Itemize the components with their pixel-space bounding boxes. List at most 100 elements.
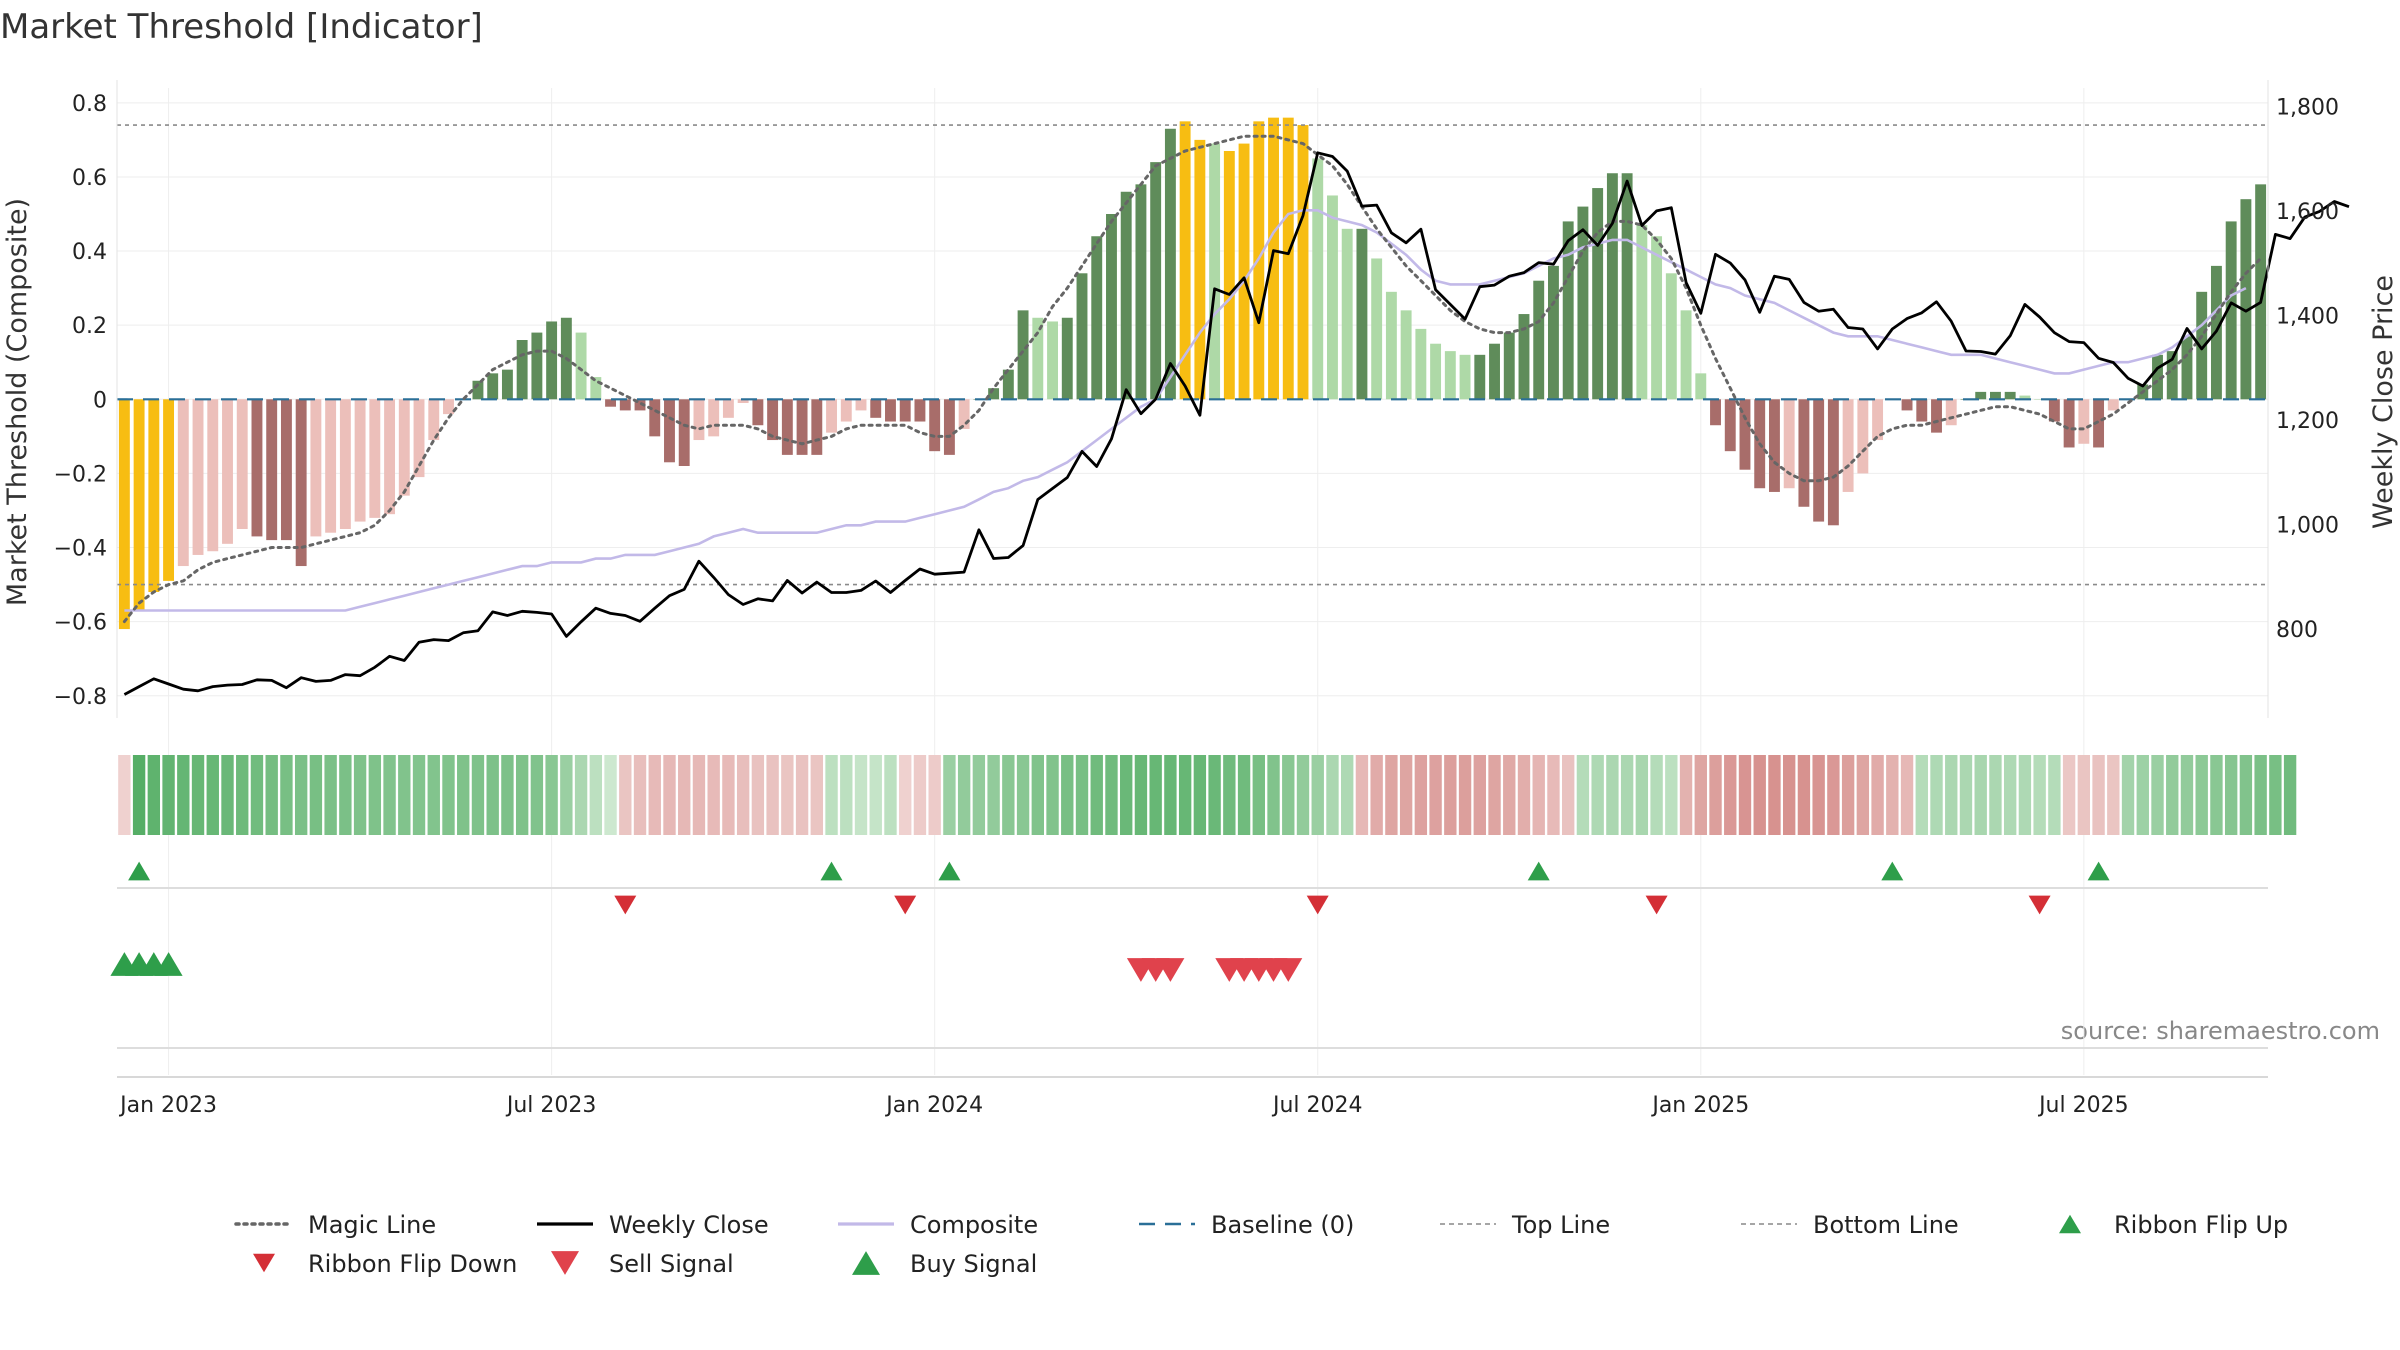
composite-bar-144 xyxy=(2240,199,2252,400)
y2-tick-label-2: 1,400 xyxy=(2276,304,2339,329)
ribbon-cell-113 xyxy=(1782,755,1796,835)
composite-bar-32 xyxy=(590,377,602,400)
ribbon-cell-88 xyxy=(1414,755,1428,835)
composite-bar-116 xyxy=(1827,399,1839,526)
ribbon-cell-50 xyxy=(854,755,868,835)
ribbon-cell-101 xyxy=(1606,755,1619,835)
ribbon-cell-86 xyxy=(1385,755,1398,835)
composite-line xyxy=(124,209,2247,612)
composite-bar-132 xyxy=(2063,399,2075,448)
ribbon-cell-70 xyxy=(1149,755,1162,835)
x-tick-label-4: Jan 2025 xyxy=(1650,1093,1749,1118)
composite-bar-19 xyxy=(398,399,410,496)
legend-marker-7 xyxy=(253,1253,275,1273)
legend-label-3: Baseline (0) xyxy=(1211,1211,1354,1239)
ribbon-cell-53 xyxy=(899,755,912,835)
source-note: source: sharemaestro.com xyxy=(2061,1017,2380,1045)
y2-tick-label-5: 800 xyxy=(2276,618,2318,643)
ribbon-cell-141 xyxy=(2195,755,2208,835)
composite-bar-21 xyxy=(428,399,440,441)
composite-bar-100 xyxy=(1592,188,1604,400)
ribbon-flip-down-marker-1 xyxy=(894,895,917,915)
y2-tick-label-0: 1,800 xyxy=(2276,95,2339,120)
composite-bar-103 xyxy=(1636,225,1648,400)
composite-bar-36 xyxy=(649,399,661,437)
composite-bar-39 xyxy=(693,399,705,441)
ribbon-cell-60 xyxy=(1002,755,1015,835)
ribbon-cell-131 xyxy=(2048,755,2061,835)
composite-bar-56 xyxy=(943,399,955,455)
composite-bar-9 xyxy=(251,399,263,537)
composite-bar-51 xyxy=(870,399,882,418)
ribbon-cell-13 xyxy=(309,755,323,835)
composite-bar-3 xyxy=(163,399,175,581)
ribbon-cell-82 xyxy=(1326,755,1339,835)
ribbon-cell-103 xyxy=(1635,755,1649,835)
composite-bar-18 xyxy=(384,399,396,515)
composite-bar-24 xyxy=(472,380,484,400)
sell-signal-marker-2 xyxy=(1156,958,1185,982)
legend-symbol-9 xyxy=(852,1251,880,1275)
ribbon-cell-89 xyxy=(1429,755,1442,835)
composite-bar-124 xyxy=(1945,399,1957,426)
ribbon-cell-19 xyxy=(398,755,411,835)
ribbon-cell-72 xyxy=(1178,755,1192,835)
signal-markers xyxy=(110,861,2268,1049)
ribbon-cell-119 xyxy=(1871,755,1884,835)
ribbon-cell-84 xyxy=(1355,755,1369,835)
ribbon-cell-144 xyxy=(2239,755,2253,835)
ribbon-cell-98 xyxy=(1562,755,1575,835)
ribbon-cell-0 xyxy=(118,755,131,835)
composite-bar-27 xyxy=(516,340,528,400)
composite-bar-0 xyxy=(118,399,130,630)
composite-bar-102 xyxy=(1621,173,1633,400)
composite-bar-123 xyxy=(1931,399,1942,433)
composite-bar-48 xyxy=(826,399,837,433)
composite-bar-95 xyxy=(1518,314,1530,400)
ribbon-cell-2 xyxy=(147,755,161,835)
y-tick-label-5: −0.2 xyxy=(54,462,107,487)
ribbon-cell-115 xyxy=(1812,755,1825,835)
ribbon-cell-24 xyxy=(471,755,485,835)
composite-bar-131 xyxy=(2048,399,2060,422)
ribbon-cell-114 xyxy=(1797,755,1811,835)
ribbon-cell-90 xyxy=(1444,755,1457,835)
ribbon-cell-104 xyxy=(1650,755,1663,835)
ribbon-flip-down-marker-3 xyxy=(1645,895,1668,915)
legend-marker-8 xyxy=(551,1251,579,1275)
ribbon-cell-76 xyxy=(1237,755,1251,835)
composite-bar-42 xyxy=(737,399,749,403)
composite-bar-114 xyxy=(1798,399,1810,507)
ribbon-cell-59 xyxy=(987,755,1000,835)
composite-bar-8 xyxy=(236,399,248,529)
composite-bar-46 xyxy=(796,399,808,455)
ribbon-cell-4 xyxy=(177,755,190,835)
composite-bar-68 xyxy=(1120,191,1132,400)
ribbon-cell-132 xyxy=(2062,755,2076,835)
ribbon-cell-93 xyxy=(1488,755,1501,835)
composite-bar-26 xyxy=(501,369,513,400)
composite-bar-65 xyxy=(1076,273,1088,400)
ribbon-cell-71 xyxy=(1164,755,1177,835)
ribbon-cell-8 xyxy=(236,755,249,835)
composite-bar-79 xyxy=(1282,117,1294,400)
ribbon-cell-110 xyxy=(1738,755,1752,835)
composite-bar-141 xyxy=(2196,291,2208,400)
legend-label-5: Bottom Line xyxy=(1813,1211,1959,1239)
legend-label-4: Top Line xyxy=(1511,1211,1610,1239)
ribbon-cell-117 xyxy=(1841,755,1855,835)
composite-bar-90 xyxy=(1444,351,1456,400)
ribbon-cell-124 xyxy=(1945,755,1958,835)
ribbon-cell-15 xyxy=(339,755,352,835)
ribbon-cell-135 xyxy=(2107,755,2120,835)
ribbon-cell-106 xyxy=(1679,755,1693,835)
composite-bar-88 xyxy=(1415,328,1427,400)
composite-bar-43 xyxy=(752,399,764,426)
composite-bar-91 xyxy=(1459,354,1471,400)
x-tick-label-2: Jan 2024 xyxy=(884,1093,983,1118)
ribbon-cell-147 xyxy=(2283,755,2297,835)
composite-bar-80 xyxy=(1297,125,1309,400)
ribbon-cell-92 xyxy=(1473,755,1486,835)
ribbon-cell-22 xyxy=(442,755,455,835)
composite-bar-5 xyxy=(192,399,204,555)
